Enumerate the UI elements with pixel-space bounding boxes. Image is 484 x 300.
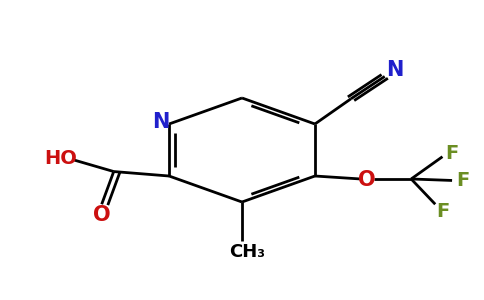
Text: HO: HO <box>45 149 77 168</box>
Text: F: F <box>445 144 459 163</box>
Text: F: F <box>436 202 449 221</box>
Text: O: O <box>358 170 376 190</box>
Text: CH₃: CH₃ <box>229 243 265 261</box>
Text: F: F <box>456 171 469 190</box>
Text: N: N <box>386 61 403 80</box>
Text: O: O <box>93 205 110 225</box>
Text: N: N <box>151 112 169 132</box>
